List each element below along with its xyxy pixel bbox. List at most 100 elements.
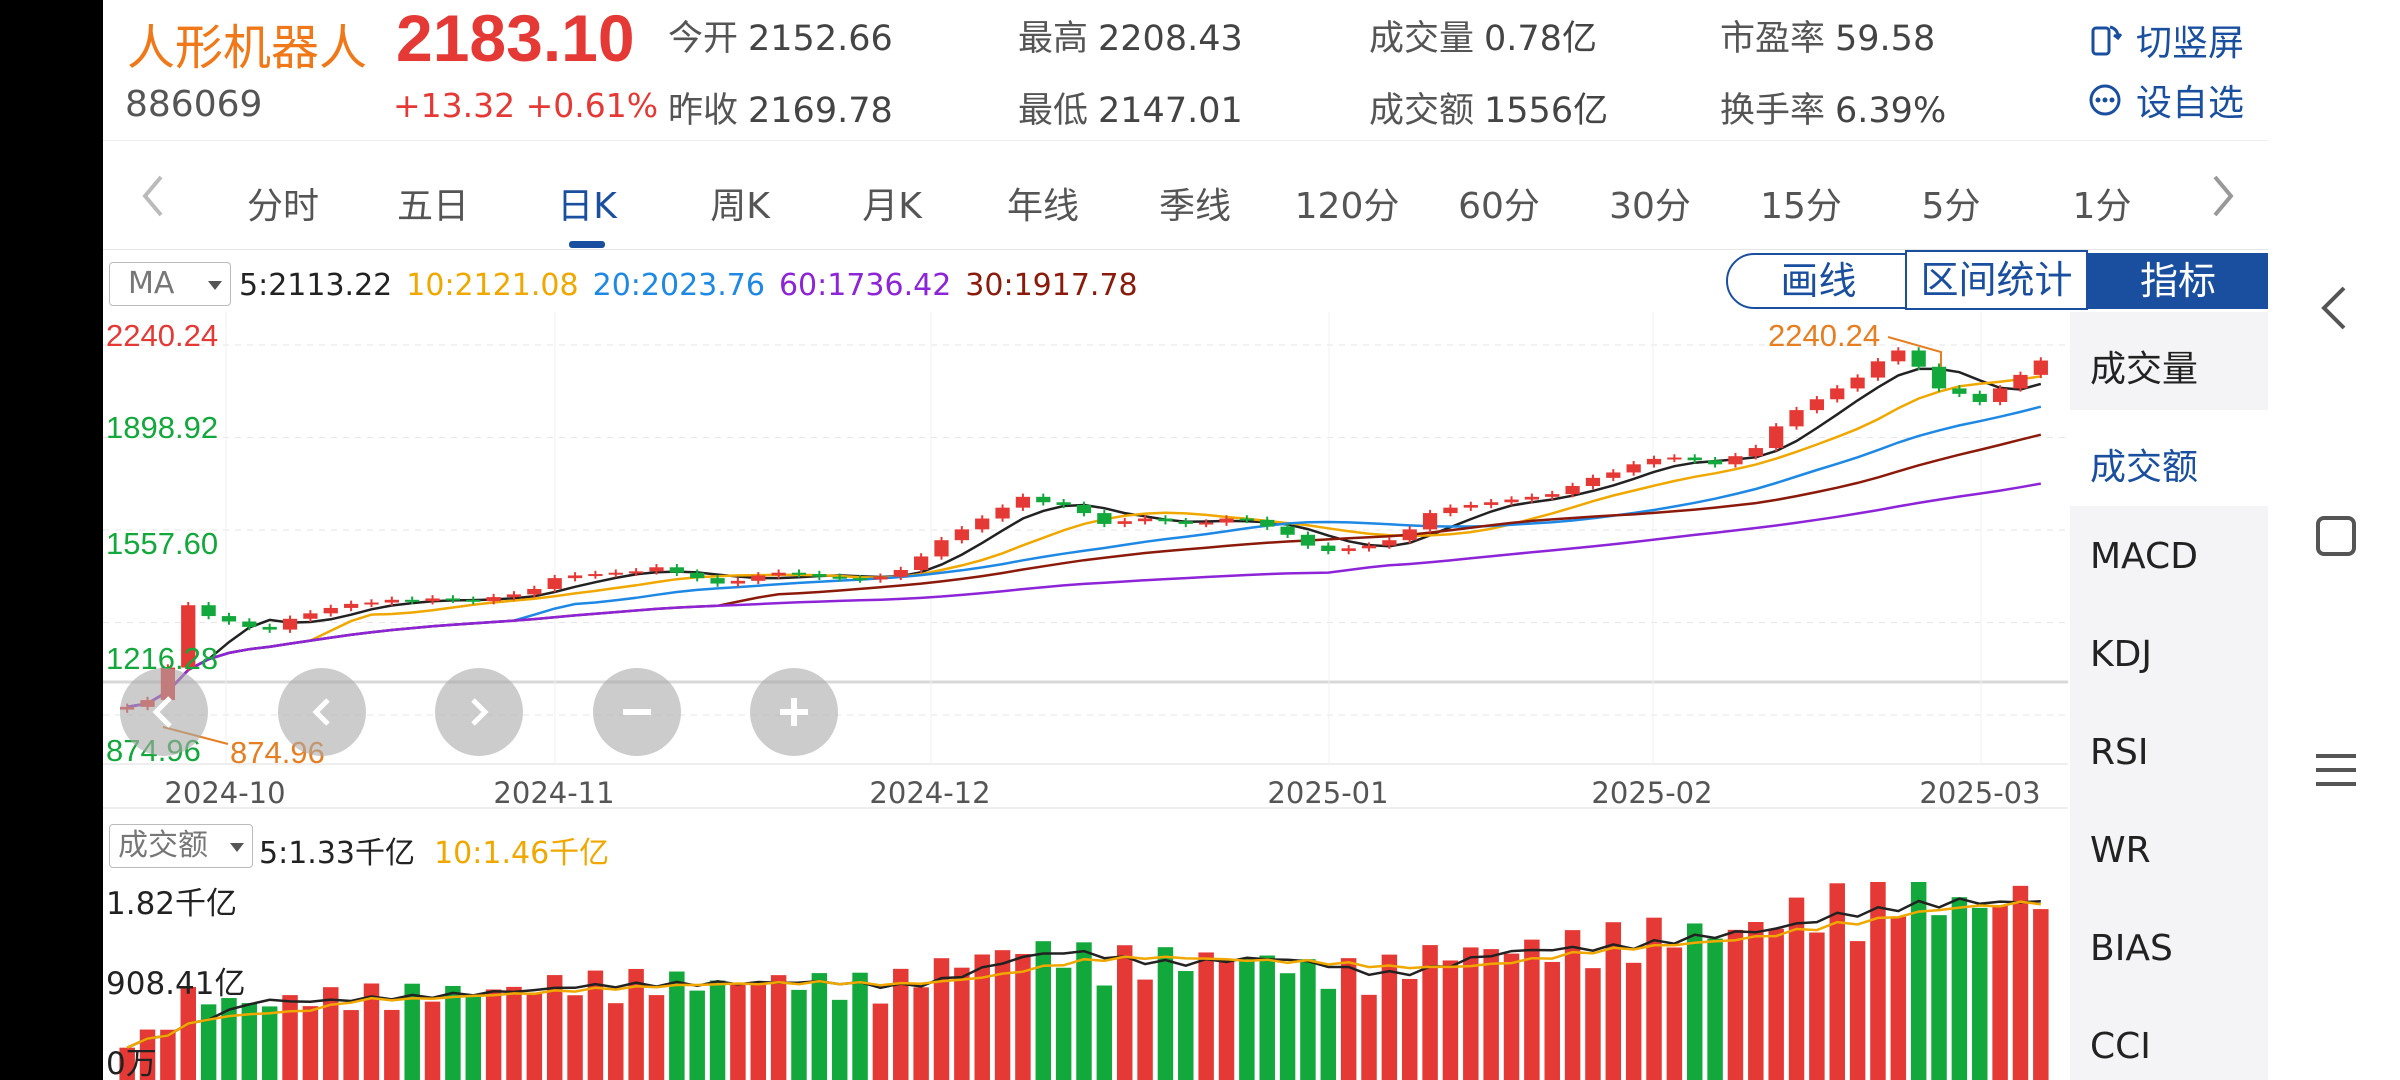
tab-five-day[interactable]: 五日 — [396, 186, 470, 227]
volume-bar — [1931, 915, 1947, 1080]
volume-bar — [1585, 968, 1601, 1080]
rotate-screen-button[interactable]: 切竖屏 — [2088, 14, 2244, 66]
price-axis-level-2: 1898.92 — [106, 410, 219, 445]
indicator-panel: 成交量 成交额 MACD KDJ RSI WR BIAS CCI — [2070, 312, 2268, 1080]
add-watchlist-button[interactable]: 设自选 — [2088, 74, 2244, 126]
draw-line-button[interactable]: 画线 — [1726, 253, 1911, 309]
volume-bar — [933, 958, 950, 1080]
volume-bar — [1910, 882, 1927, 1080]
volume-bar — [628, 968, 644, 1080]
indicator-turnover[interactable]: 成交额 — [2090, 447, 2199, 488]
candle-body — [1687, 457, 1702, 461]
volume-bar — [1198, 952, 1214, 1080]
current-price: 2183.10 — [396, 1, 635, 75]
tab-weekly-k[interactable]: 周K — [710, 186, 770, 227]
volume-bar — [1178, 971, 1194, 1080]
ma-values: 5:2113.22 10:2121.08 20:2023.76 60:1736.42 3… — [239, 268, 1152, 303]
volume-bar — [1890, 916, 1907, 1080]
indicator-button[interactable]: 指标 — [2088, 253, 2268, 309]
volume-bar — [282, 995, 298, 1080]
indicator-wr[interactable]: WR — [2090, 830, 2151, 871]
price-axis-max: 2240.24 — [106, 318, 219, 353]
tab-120min[interactable]: 120分 — [1294, 186, 1400, 227]
candle-body — [1219, 518, 1234, 523]
candle-body — [547, 578, 562, 589]
change-percent: +0.61% — [525, 86, 659, 125]
volume-bar — [974, 954, 990, 1080]
tabs-scroll-right-icon[interactable] — [2203, 171, 2243, 221]
volume-axis-max: 1.82千亿 — [106, 886, 238, 922]
ma-indicator-select[interactable]: MA — [109, 262, 231, 306]
tab-daily-k[interactable]: 日K — [557, 186, 617, 227]
candle-body — [384, 599, 399, 603]
tab-yearly[interactable]: 年线 — [1006, 186, 1080, 227]
candle-body — [1524, 496, 1539, 500]
volume-bar — [1259, 955, 1275, 1080]
candle-body — [1382, 540, 1397, 546]
candle-body — [1707, 460, 1723, 465]
volume-bar — [1463, 947, 1479, 1080]
tab-quarterly[interactable]: 季线 — [1158, 186, 1232, 227]
zoom-left-button[interactable] — [278, 668, 366, 756]
stat-turnover-rate: 换手率 6.39% — [1720, 91, 1947, 131]
volume-bar — [1361, 994, 1377, 1080]
volume-bar — [1544, 961, 1560, 1080]
zoom-right-button[interactable] — [435, 668, 523, 756]
candle-body — [181, 605, 196, 668]
candle-body — [1361, 545, 1377, 549]
menu-icon[interactable] — [2314, 748, 2358, 792]
recent-apps-icon[interactable] — [2314, 514, 2358, 558]
tab-15min[interactable]: 15分 — [1760, 186, 1842, 227]
tabs-scroll-left-icon[interactable] — [133, 171, 173, 221]
tab-intraday[interactable]: 分时 — [246, 186, 320, 227]
indicator-volume[interactable]: 成交量 — [2090, 349, 2199, 390]
volume-bar — [1381, 954, 1398, 1080]
tab-60min[interactable]: 60分 — [1458, 186, 1540, 227]
volume-axis-zero: 0万 — [106, 1046, 157, 1080]
candle-body — [1748, 448, 1763, 457]
indicator-bias[interactable]: BIAS — [2090, 928, 2173, 969]
candle-body — [1260, 519, 1275, 527]
indicator-rsi[interactable]: RSI — [2090, 732, 2149, 773]
kline-chart[interactable] — [103, 312, 2068, 1080]
volume-bar — [2012, 885, 2029, 1080]
volume-bar — [709, 980, 726, 1080]
candle-body — [1728, 456, 1743, 465]
indicator-macd[interactable]: MACD — [2090, 536, 2198, 577]
volume-bar — [526, 992, 543, 1080]
candle-body — [1178, 521, 1193, 524]
ma5-line — [126, 367, 2042, 709]
tab-1min[interactable]: 1分 — [2072, 186, 2132, 227]
volume-bar — [1829, 883, 1845, 1080]
volume-axis-mid: 908.41亿 — [106, 966, 246, 1002]
volume-bar — [546, 975, 563, 1080]
vol-ma10-value: 10:1.46千亿 — [434, 836, 610, 871]
stat-open: 今开 2152.66 — [668, 19, 893, 59]
candle-body — [954, 529, 969, 541]
candle-body — [710, 578, 725, 584]
candle-body — [425, 598, 440, 602]
range-stats-button[interactable]: 区间统计 — [1905, 250, 2088, 310]
tab-30min[interactable]: 30分 — [1609, 186, 1691, 227]
indicator-kdj[interactable]: KDJ — [2090, 634, 2152, 675]
candle-body — [445, 598, 461, 601]
tab-5min[interactable]: 5分 — [1921, 186, 1981, 227]
ma30-value: 30:1917.78 — [965, 268, 1138, 303]
add-watchlist-label: 设自选 — [2136, 83, 2245, 124]
volume-bar — [261, 1006, 278, 1080]
volume-bar — [791, 989, 807, 1080]
volume-bar — [465, 995, 481, 1080]
ma20-value: 20:2023.76 — [592, 268, 765, 303]
candle-body — [1789, 410, 1804, 427]
zoom-back-button[interactable] — [120, 668, 208, 756]
left-letterbox — [0, 0, 103, 1080]
zoom-in-button[interactable] — [750, 668, 838, 756]
volume-indicator-select[interactable]: 成交额 — [109, 824, 253, 868]
volume-bar — [831, 999, 848, 1080]
candle-body — [1992, 388, 2008, 402]
tab-monthly-k[interactable]: 月K — [862, 186, 922, 227]
price-change: +13.32 +0.61% — [393, 86, 658, 125]
back-icon[interactable] — [2314, 280, 2354, 336]
zoom-out-button[interactable] — [593, 668, 681, 756]
indicator-cci[interactable]: CCI — [2090, 1026, 2151, 1067]
